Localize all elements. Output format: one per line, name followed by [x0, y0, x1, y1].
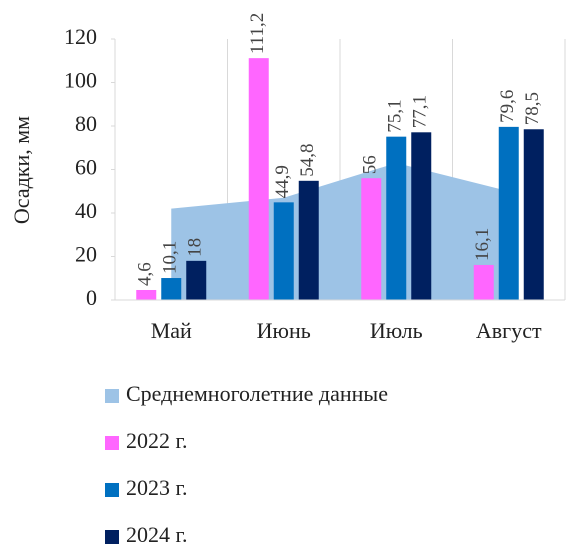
x-tick-label: Май [151, 318, 192, 343]
legend-swatch [105, 530, 119, 544]
data-label: 78,5 [522, 92, 543, 125]
legend-label: Среднемноголетние данные [126, 381, 388, 406]
bar [161, 278, 182, 300]
data-label: 18 [185, 238, 206, 257]
data-label: 4,6 [135, 262, 156, 286]
bar [523, 129, 544, 300]
data-label: 44,9 [272, 165, 293, 198]
y-tick-label: 40 [75, 198, 97, 223]
data-label: 16,1 [472, 228, 493, 261]
bar [248, 58, 269, 300]
legend-label: 2023 г. [126, 475, 188, 500]
legend-swatch [105, 483, 119, 497]
bar [386, 136, 407, 300]
legend-label: 2024 г. [126, 522, 188, 547]
legend-label: 2022 г. [126, 428, 188, 453]
legend-swatch [105, 389, 119, 403]
x-tick-label: Июль [370, 318, 423, 343]
y-tick-label: 80 [75, 111, 97, 136]
data-label: 75,1 [385, 99, 406, 132]
bar [498, 126, 519, 301]
data-label: 111,2 [247, 13, 268, 54]
y-tick-label: 120 [64, 24, 97, 49]
bar [186, 260, 207, 300]
y-axis-label: Осадки, мм [9, 116, 34, 224]
bar [273, 202, 294, 300]
y-tick-label: 100 [64, 68, 97, 93]
y-tick-label: 0 [86, 285, 97, 310]
bar [136, 289, 157, 300]
bar [361, 178, 382, 300]
data-label: 77,1 [410, 95, 431, 128]
bar [473, 264, 494, 300]
legend-swatch [105, 436, 119, 450]
data-label: 56 [360, 155, 381, 174]
data-label: 10,1 [160, 241, 181, 274]
x-tick-label: Август [476, 318, 542, 343]
bar [298, 180, 319, 300]
area [171, 162, 509, 300]
y-tick-label: 20 [75, 242, 97, 267]
x-tick-label: Июнь [257, 318, 311, 343]
data-label: 54,8 [297, 144, 318, 177]
bar [411, 132, 432, 300]
y-tick-label: 60 [75, 155, 97, 180]
data-label: 79,6 [497, 90, 518, 123]
